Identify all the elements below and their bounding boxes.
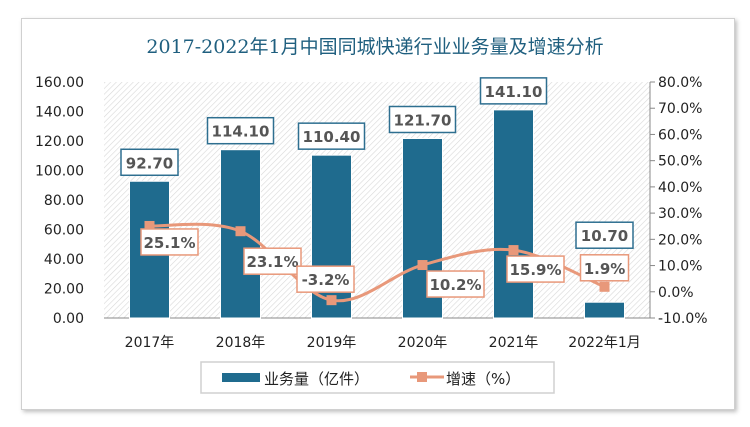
growth-marker	[144, 220, 155, 231]
growth-data-label: 10.2%	[429, 276, 481, 294]
plot-area	[104, 82, 650, 318]
growth-data-label-box	[426, 270, 485, 298]
left-tick-label: 120.00	[35, 134, 84, 150]
bar-data-label-box	[479, 77, 548, 105]
bar-data-label: 114.10	[212, 123, 270, 141]
x-tick-label: 2021年	[489, 335, 539, 351]
growth-data-label-box	[579, 254, 630, 282]
bar	[220, 149, 261, 319]
x-tick-label: 2017年	[125, 335, 175, 351]
legend-line-label: 增速（%）	[446, 370, 520, 388]
legend-line-marker	[417, 372, 427, 382]
right-tick-label: 80.0%	[658, 75, 702, 91]
bar-data-label: 92.70	[126, 154, 173, 172]
right-tick-label: 70.0%	[658, 101, 702, 117]
growth-data-label-box	[506, 255, 565, 283]
bar-data-label: 121.70	[394, 111, 452, 129]
right-tick-label: 0.0%	[658, 285, 694, 301]
growth-marker	[417, 260, 428, 271]
right-tick-label: -10.0%	[658, 311, 708, 327]
bar-data-label-box	[206, 116, 275, 145]
x-tick-label: 2019年	[307, 335, 357, 351]
bar-data-label-box	[388, 105, 457, 134]
bar-data-label: 10.70	[581, 227, 628, 245]
bar-data-label: 110.40	[303, 128, 361, 146]
growth-marker	[508, 245, 519, 256]
growth-data-label: -3.2%	[302, 271, 350, 289]
growth-data-label-box	[140, 228, 199, 256]
left-tick-label: 140.00	[35, 105, 84, 121]
left-tick-label: 40.00	[44, 252, 84, 268]
bar-data-label: 141.10	[485, 83, 543, 101]
growth-data-label-box	[243, 247, 302, 275]
growth-marker	[599, 281, 610, 292]
left-tick-label: 20.00	[44, 282, 84, 298]
left-tick-label: 0.00	[53, 311, 84, 327]
legend-bar-label: 业务量（亿件）	[264, 370, 369, 388]
growth-data-label-box	[296, 265, 355, 293]
left-tick-label: 80.00	[44, 193, 84, 209]
right-tick-label: 10.0%	[658, 259, 702, 275]
left-tick-label: 60.00	[44, 223, 84, 239]
bar	[493, 109, 534, 319]
bar-data-label-box	[297, 122, 366, 150]
legend-bar-swatch	[222, 373, 260, 382]
right-tick-label: 30.0%	[658, 206, 702, 222]
left-tick-label: 160.00	[35, 75, 84, 91]
growth-data-label: 25.1%	[143, 234, 195, 252]
right-tick-label: 40.0%	[658, 180, 702, 196]
right-tick-label: 50.0%	[658, 154, 702, 170]
growth-marker	[326, 295, 337, 306]
growth-data-label: 23.1%	[246, 253, 298, 271]
x-tick-label: 2022年1月	[568, 335, 641, 351]
right-tick-label: 20.0%	[658, 232, 702, 248]
x-tick-label: 2020年	[398, 335, 448, 351]
growth-marker	[235, 226, 246, 237]
bar-data-label-box	[575, 221, 634, 249]
bar	[584, 301, 625, 319]
left-tick-label: 100.00	[35, 164, 84, 180]
growth-data-label: 15.9%	[509, 261, 561, 279]
bar-data-label-box	[120, 148, 179, 177]
x-tick-label: 2018年	[216, 335, 266, 351]
right-tick-label: 60.0%	[658, 127, 702, 143]
growth-data-label: 1.9%	[584, 260, 626, 278]
chart-title: 2017-2022年1月中国同城快递行业业务量及增速分析	[146, 36, 603, 58]
